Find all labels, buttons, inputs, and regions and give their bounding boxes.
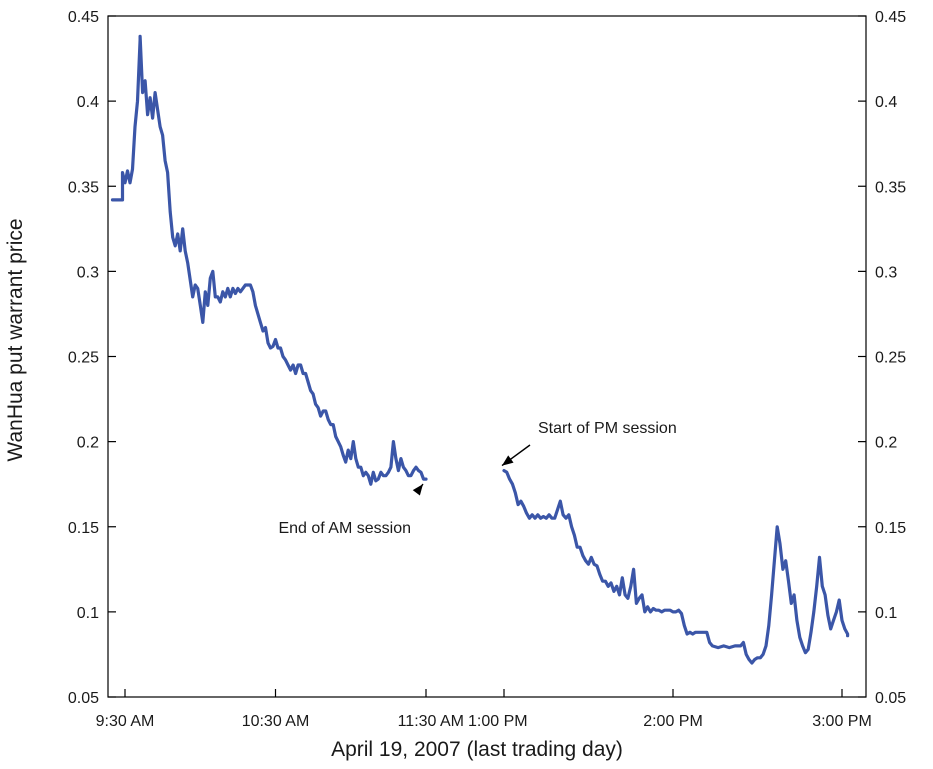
y-tick-label-left-6: 0.35 xyxy=(68,179,99,196)
x-tick-label-4: 2:00 PM xyxy=(643,713,703,730)
annotation-arrowhead-1 xyxy=(502,455,514,466)
annotation-label-0: End of AM session xyxy=(278,520,411,537)
price-series xyxy=(110,34,850,665)
series-segment-pm xyxy=(502,469,850,665)
y-tick-label-right-1: 0.1 xyxy=(875,605,897,622)
x-axis-title: April 19, 2007 (last trading day) xyxy=(331,738,623,761)
plot-frame xyxy=(107,15,867,698)
x-tick-label-1: 10:30 AM xyxy=(242,713,310,730)
x-tick-label-0: 9:30 AM xyxy=(96,713,155,730)
y-tick-label-right-0: 0.05 xyxy=(875,690,906,707)
y-axis-ticks: 0.05 0.05 0.1 0.1 0.15 0.15 0.2 0.2 0.25 0.25 0.3 0… xyxy=(68,9,906,707)
y-axis-title: WanHua put warrant price xyxy=(4,218,27,461)
y-tick-label-left-2: 0.15 xyxy=(68,520,99,537)
x-axis-ticks: 9:30 AM 10:30 AM 11:30 AM 1:00 PM 2:00 PM 3:0… xyxy=(96,689,872,730)
x-tick-label-3: 1:00 PM xyxy=(468,713,528,730)
y-tick-label-left-5: 0.3 xyxy=(77,264,99,281)
annotation-label-1: Start of PM session xyxy=(538,420,677,437)
y-tick-label-left-3: 0.2 xyxy=(77,435,99,452)
y-tick-label-right-5: 0.3 xyxy=(875,264,897,281)
annotations: End of AM session Start of PM session xyxy=(278,420,676,537)
y-tick-label-right-2: 0.15 xyxy=(875,520,906,537)
y-tick-label-right-7: 0.4 xyxy=(875,94,897,111)
y-tick-label-left-1: 0.1 xyxy=(77,605,99,622)
x-tick-label-5: 3:00 PM xyxy=(812,713,872,730)
y-tick-label-right-6: 0.35 xyxy=(875,179,906,196)
y-tick-label-right-3: 0.2 xyxy=(875,435,897,452)
x-tick-label-2: 11:30 AM xyxy=(398,713,464,730)
y-tick-label-left-4: 0.25 xyxy=(68,350,99,367)
y-tick-label-left-8: 0.45 xyxy=(68,9,99,26)
annotation-arrowhead-0 xyxy=(412,484,423,496)
y-tick-label-left-7: 0.4 xyxy=(77,94,99,111)
series-segment-am xyxy=(110,34,428,486)
y-tick-label-right-4: 0.25 xyxy=(875,350,906,367)
y-tick-label-right-8: 0.45 xyxy=(875,9,906,26)
y-tick-label-left-0: 0.05 xyxy=(68,690,99,707)
